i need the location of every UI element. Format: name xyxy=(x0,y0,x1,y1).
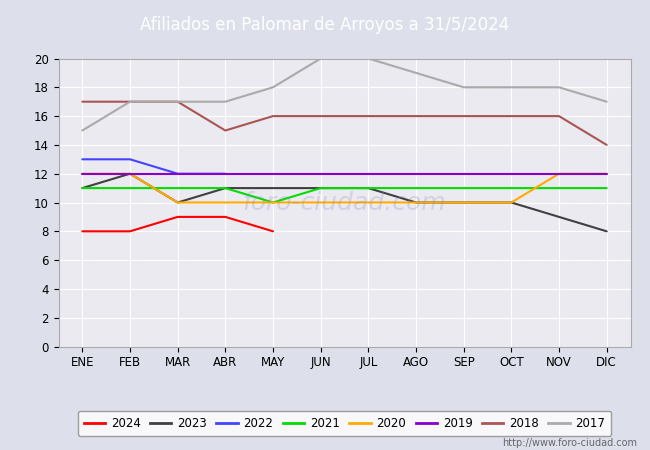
Legend: 2024, 2023, 2022, 2021, 2020, 2019, 2018, 2017: 2024, 2023, 2022, 2021, 2020, 2019, 2018… xyxy=(77,411,612,436)
Text: foro-ciudad.com: foro-ciudad.com xyxy=(242,190,447,215)
Text: http://www.foro-ciudad.com: http://www.foro-ciudad.com xyxy=(502,438,637,448)
Text: Afiliados en Palomar de Arroyos a 31/5/2024: Afiliados en Palomar de Arroyos a 31/5/2… xyxy=(140,16,510,34)
